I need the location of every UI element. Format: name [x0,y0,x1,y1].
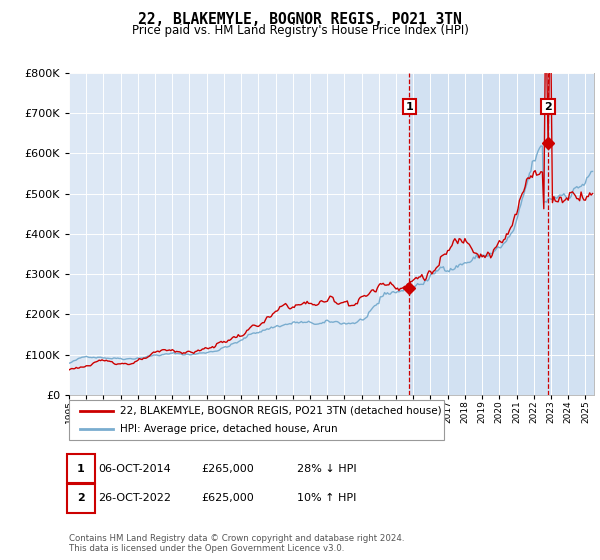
Bar [409,73,594,395]
Text: £625,000: £625,000 [201,493,254,503]
Text: 1: 1 [406,101,413,111]
Text: HPI: Average price, detached house, Arun: HPI: Average price, detached house, Arun [120,424,338,434]
Text: 22, BLAKEMYLE, BOGNOR REGIS, PO21 3TN (detached house): 22, BLAKEMYLE, BOGNOR REGIS, PO21 3TN (d… [120,406,442,416]
Text: Contains HM Land Registry data © Crown copyright and database right 2024.
This d: Contains HM Land Registry data © Crown c… [69,534,404,553]
Text: 26-OCT-2022: 26-OCT-2022 [98,493,171,503]
Text: £265,000: £265,000 [201,464,254,474]
Text: 10% ↑ HPI: 10% ↑ HPI [297,493,356,503]
Text: 1: 1 [77,464,85,474]
Text: 22, BLAKEMYLE, BOGNOR REGIS, PO21 3TN: 22, BLAKEMYLE, BOGNOR REGIS, PO21 3TN [138,12,462,27]
Text: 2: 2 [544,101,552,111]
Text: 2: 2 [77,493,85,503]
Text: 06-OCT-2014: 06-OCT-2014 [98,464,170,474]
Text: Price paid vs. HM Land Registry's House Price Index (HPI): Price paid vs. HM Land Registry's House … [131,24,469,37]
Text: 28% ↓ HPI: 28% ↓ HPI [297,464,356,474]
